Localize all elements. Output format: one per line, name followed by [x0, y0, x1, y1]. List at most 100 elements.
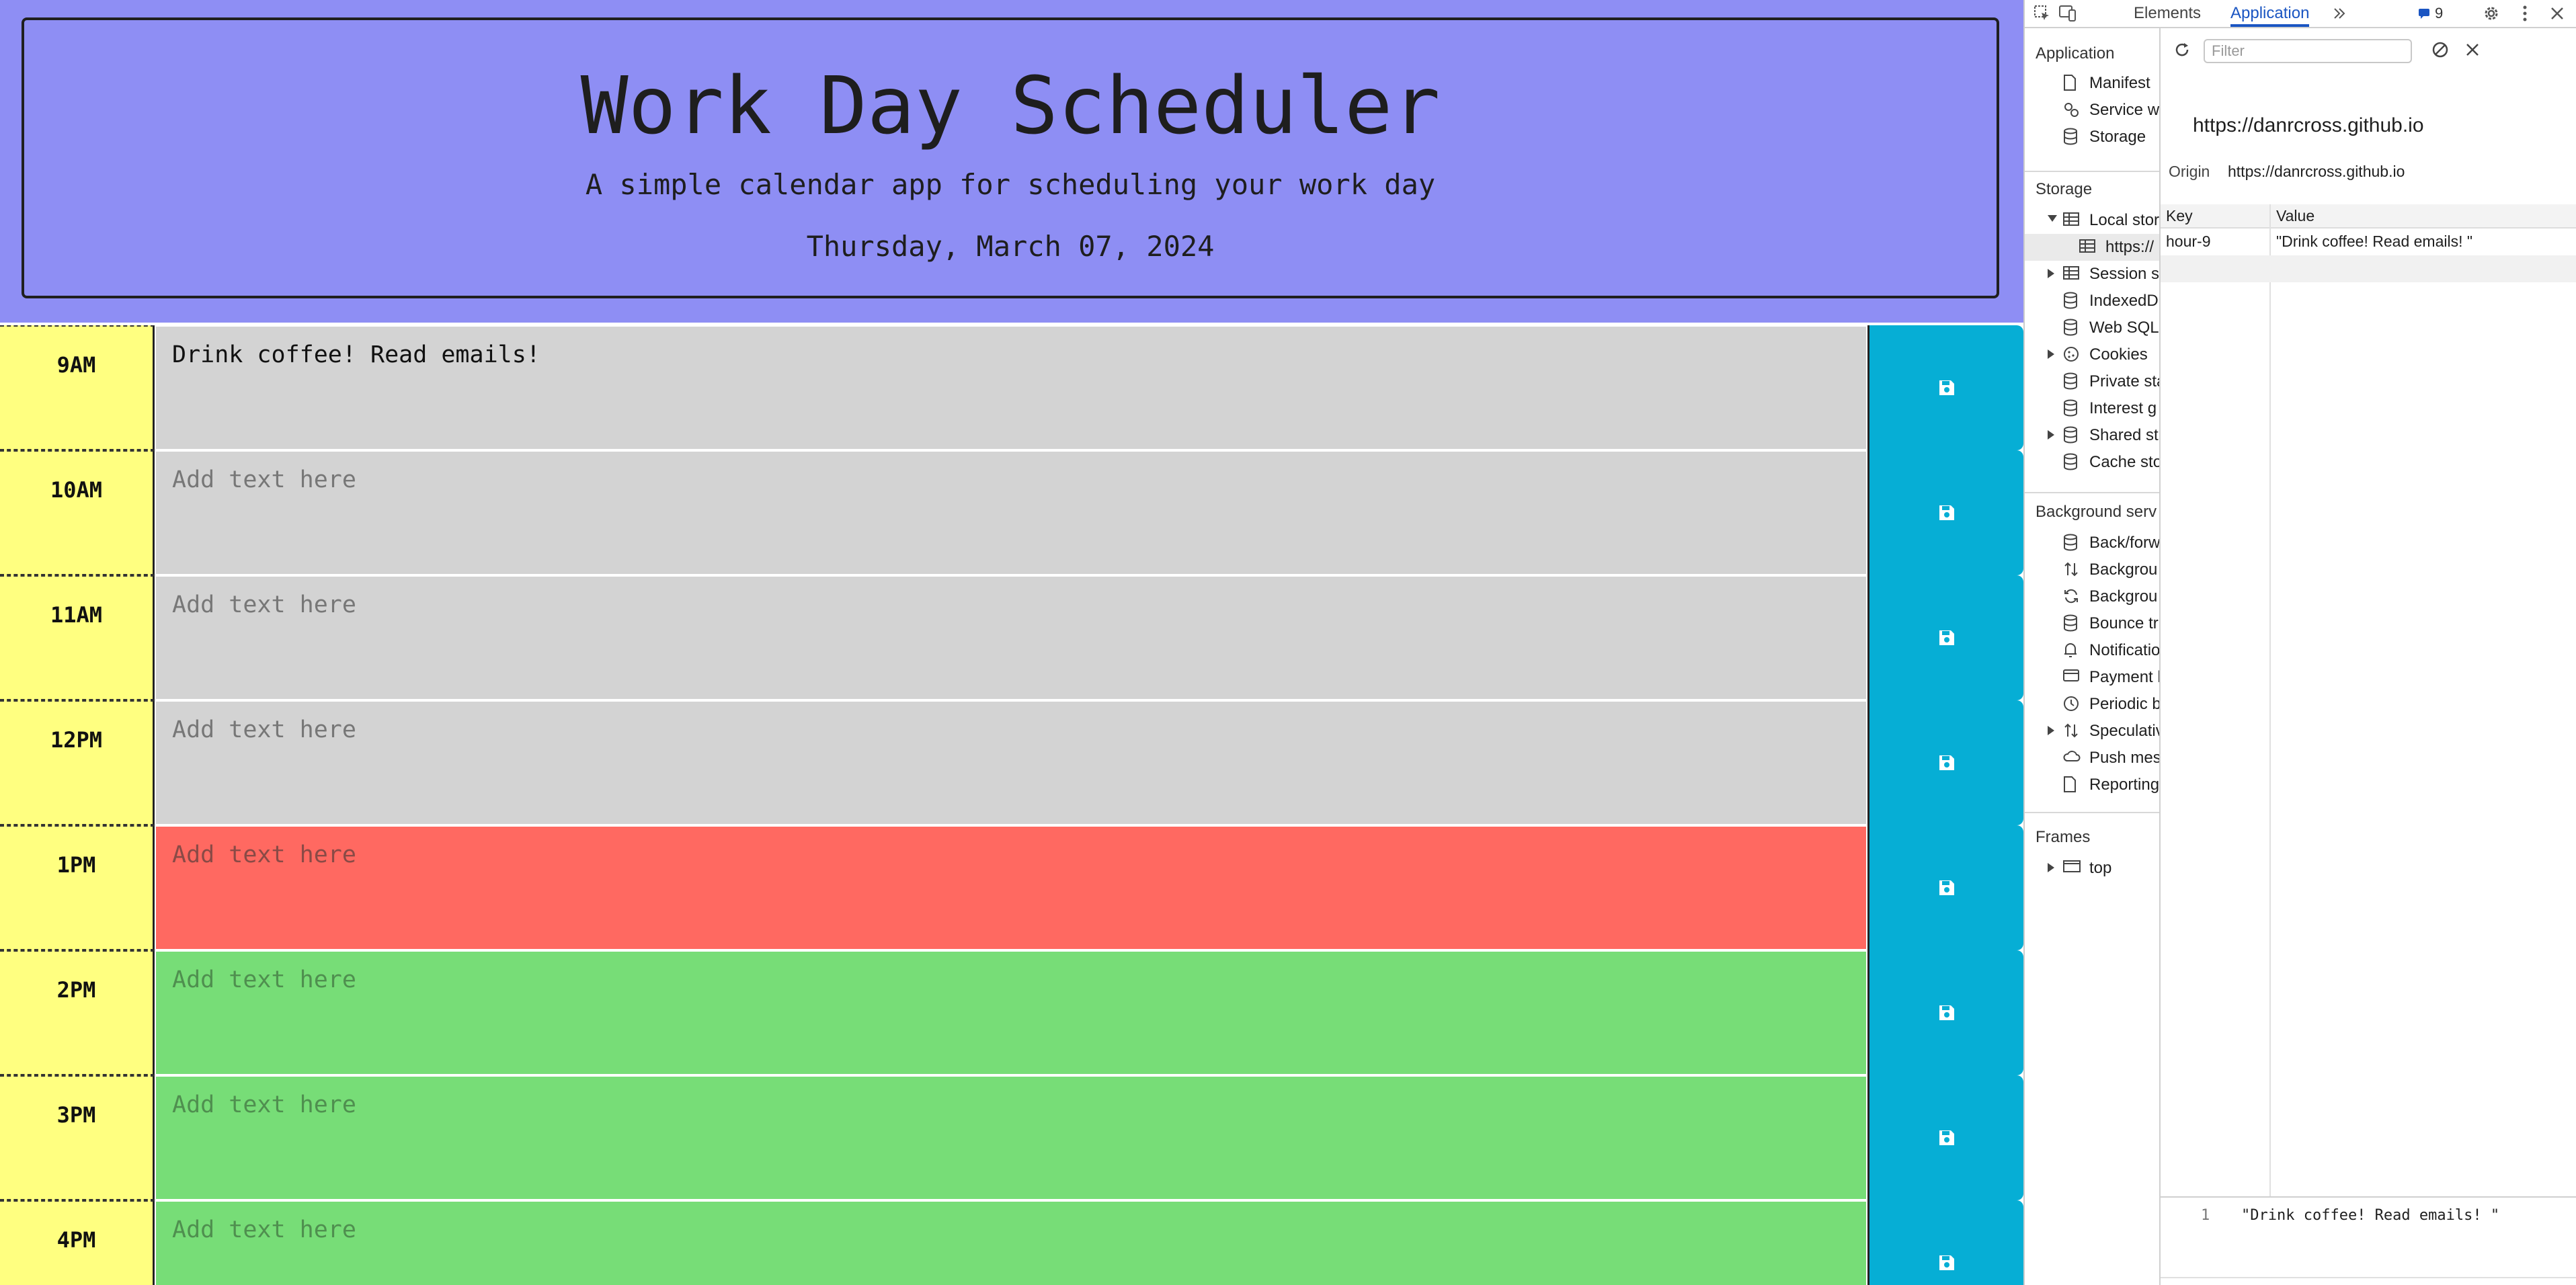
save-button[interactable] — [1867, 950, 2023, 1075]
save-button[interactable] — [1867, 325, 2023, 450]
event-description-input[interactable] — [156, 450, 1867, 575]
origin-label: Origin — [2169, 163, 2210, 180]
sidebar-item-background-6[interactable]: Periodic b — [2025, 691, 2159, 718]
expand-arrow-right-icon[interactable] — [2048, 269, 2054, 278]
event-description-input[interactable] — [156, 575, 1867, 700]
database-icon — [2062, 614, 2080, 633]
event-description-input[interactable] — [156, 700, 1867, 825]
issues-badge[interactable]: 9 — [2417, 3, 2458, 24]
sidebar-item-storage-1[interactable]: IndexedD — [2025, 288, 2159, 315]
sidebar-item-storage-0[interactable]: Session s — [2025, 261, 2159, 288]
sidebar-item-label: Storage — [2089, 128, 2146, 146]
sidebar-item-label: Notificatio — [2089, 641, 2159, 659]
column-divider — [2269, 204, 2271, 1226]
message-icon — [2419, 9, 2429, 19]
tab-application[interactable]: Application — [2230, 0, 2310, 27]
storage-table: Key Value hour-9 "Drink coffee! Read emai… — [2161, 177, 2576, 1226]
current-date: Thursday, March 07, 2024 — [806, 230, 1215, 263]
sidebar-item-background-3[interactable]: Bounce tr — [2025, 610, 2159, 637]
tab-elements[interactable]: Elements — [2134, 4, 2202, 22]
floppy-disk-icon — [1939, 880, 1954, 895]
sidebar-divider — [2025, 171, 2159, 172]
event-description-input[interactable] — [156, 950, 1867, 1075]
close-icon[interactable] — [2546, 3, 2568, 24]
sidebar-item-storage-7[interactable]: Cache sto — [2025, 449, 2159, 476]
preview-line-number: 1 — [2201, 1207, 2210, 1224]
sidebar-item-storage-2[interactable]: Web SQL — [2025, 315, 2159, 341]
sidebar-item-background-1[interactable]: Backgrou — [2025, 556, 2159, 583]
filter-input[interactable] — [2204, 39, 2412, 63]
sidebar-item-local-storage-origin[interactable]: https:// — [2025, 234, 2159, 261]
event-description-input[interactable] — [156, 1200, 1867, 1285]
sidebar-item-background-0[interactable]: Back/forw — [2025, 530, 2159, 556]
sidebar-item-local-storage[interactable]: Local stor — [2025, 207, 2159, 234]
database-icon — [2062, 534, 2080, 552]
sidebar-section-application: Application — [2036, 44, 2115, 63]
delete-selected-icon[interactable] — [2462, 39, 2483, 60]
sidebar-item-background-9[interactable]: Reporting — [2025, 772, 2159, 798]
floppy-disk-icon — [1939, 755, 1954, 770]
sidebar-item-label: Bounce tr — [2089, 614, 2159, 632]
save-button[interactable] — [1867, 1075, 2023, 1200]
refresh-icon[interactable] — [2171, 39, 2193, 60]
sidebar-item-label: top — [2089, 859, 2112, 877]
clear-all-icon[interactable] — [2429, 39, 2451, 60]
sidebar-item-background-8[interactable]: Push mes — [2025, 745, 2159, 772]
clock-icon — [2062, 695, 2080, 714]
sidebar-item-background-5[interactable]: Payment h — [2025, 664, 2159, 691]
sidebar-item-label: Push mes — [2089, 749, 2159, 767]
device-toolbar-icon[interactable] — [2057, 3, 2079, 24]
expand-arrow-right-icon[interactable] — [2048, 863, 2054, 872]
sidebar-item-label: Speculativ — [2089, 722, 2159, 740]
chevron-double-right-icon[interactable] — [2329, 3, 2350, 24]
sidebar-item-background-2[interactable]: Backgrou — [2025, 583, 2159, 610]
sidebar-item-label: Reporting — [2089, 776, 2159, 794]
column-header-value[interactable]: Value — [2276, 207, 2315, 224]
devtools-toolbar: Elements Application 9 — [2025, 0, 2576, 28]
sidebar-item-app-0[interactable]: Manifest — [2025, 70, 2159, 97]
table-row[interactable]: hour-9 "Drink coffee! Read emails! " — [2161, 229, 2576, 255]
table-row-empty[interactable] — [2161, 255, 2576, 282]
save-button[interactable] — [1867, 450, 2023, 575]
sidebar-item-background-4[interactable]: Notificatio — [2025, 637, 2159, 664]
save-button[interactable] — [1867, 825, 2023, 950]
event-description-input[interactable]: Drink coffee! Read emails! — [156, 325, 1867, 450]
sidebar-item-label: Shared st — [2089, 426, 2159, 444]
column-header-key[interactable]: Key — [2166, 207, 2193, 224]
sidebar-item-app-2[interactable]: Storage — [2025, 124, 2159, 151]
sidebar-item-background-7[interactable]: Speculativ — [2025, 718, 2159, 745]
sidebar-item-storage-4[interactable]: Private sta — [2025, 368, 2159, 395]
save-button[interactable] — [1867, 575, 2023, 700]
gear-icon[interactable] — [2481, 3, 2502, 24]
event-description-input[interactable] — [156, 1075, 1867, 1200]
expand-arrow-right-icon[interactable] — [2048, 726, 2054, 735]
save-button[interactable] — [1867, 1200, 2023, 1285]
sidebar-item-app-1[interactable]: Service w — [2025, 97, 2159, 124]
sidebar-item-storage-3[interactable]: Cookies — [2025, 341, 2159, 368]
floppy-disk-icon — [1939, 1130, 1954, 1145]
origin-heading: https://danrcross.github.io — [2193, 114, 2424, 136]
inspect-element-icon[interactable] — [2031, 3, 2053, 24]
more-vertical-icon[interactable] — [2514, 3, 2536, 24]
sidebar-section-frames: Frames — [2036, 828, 2091, 846]
sidebar-item-storage-6[interactable]: Shared st — [2025, 422, 2159, 449]
event-description-input[interactable] — [156, 825, 1867, 950]
table-cell-value: "Drink coffee! Read emails! " — [2276, 233, 2473, 250]
time-block: 4PM — [0, 1200, 2023, 1285]
sidebar-item-storage-5[interactable]: Interest g — [2025, 395, 2159, 422]
sidebar-item-label: Cookies — [2089, 345, 2148, 364]
sidebar-item-frame-top[interactable]: top — [2025, 855, 2159, 882]
hour-label: 9AM — [0, 325, 155, 450]
sidebar-item-label: Backgrou — [2089, 561, 2158, 579]
issues-count: 9 — [2435, 5, 2444, 22]
floppy-disk-icon — [1939, 1255, 1954, 1270]
expand-arrow-right-icon[interactable] — [2048, 430, 2054, 440]
cloud-icon — [2062, 749, 2081, 768]
expand-arrow-right-icon[interactable] — [2048, 349, 2054, 359]
sidebar-item-label: Local stor — [2089, 211, 2159, 229]
save-button[interactable] — [1867, 700, 2023, 825]
storage-main-pane: https://danrcross.github.io Origin https… — [2161, 28, 2576, 1285]
header-box: Work Day Scheduler A simple calendar app… — [22, 17, 1999, 298]
expand-arrow-down-icon[interactable] — [2048, 215, 2057, 222]
